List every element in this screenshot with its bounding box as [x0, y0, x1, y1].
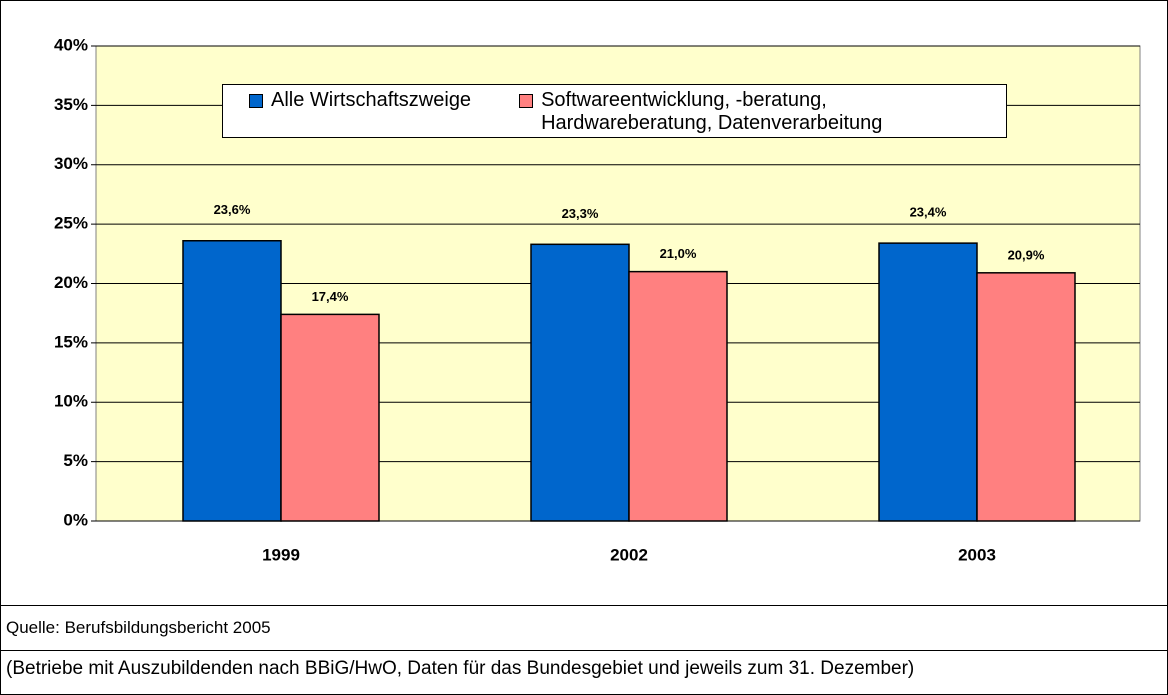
value-label: 20,9% — [1008, 247, 1045, 262]
y-tick-label: 35% — [54, 95, 88, 114]
y-tick-label: 25% — [54, 214, 88, 233]
bar — [182, 240, 282, 522]
y-tick-label: 15% — [54, 332, 88, 351]
x-tick-label: 1999 — [262, 545, 300, 564]
legend-item: Alle Wirtschaftszweige — [249, 89, 471, 137]
legend-swatch — [519, 94, 534, 108]
legend-swatch — [249, 94, 263, 108]
source: Quelle: Berufsbildungsbericht 2005 — [6, 618, 271, 637]
legend-label: Alle Wirtschaftszweige — [271, 89, 472, 111]
y-tick-label: 40% — [54, 35, 88, 54]
bar — [280, 313, 380, 522]
note: (Betriebe mit Auszubildenden nach BBiG/H… — [6, 658, 915, 679]
x-tick-label: 2003 — [958, 545, 996, 564]
legend: Alle Wirtschaftszweige Softwareentwicklun… — [222, 84, 1007, 138]
bar — [976, 272, 1076, 522]
y-tick-label: 0% — [63, 510, 88, 529]
y-tick-label: 30% — [54, 154, 88, 173]
y-tick-label: 10% — [54, 392, 88, 411]
y-tick-label: 5% — [63, 451, 88, 470]
bar — [628, 270, 728, 522]
legend-item: Softwareentwicklung, -beratung, Hardware… — [519, 89, 956, 137]
value-label: 23,3% — [562, 206, 599, 221]
value-label: 21,0% — [660, 246, 697, 261]
value-label: 17,4% — [312, 289, 349, 304]
y-tick-label: 20% — [54, 273, 88, 292]
value-label: 23,4% — [910, 205, 947, 220]
bar — [530, 243, 630, 522]
bar — [878, 242, 978, 522]
value-label: 23,6% — [214, 202, 251, 217]
legend-label: Softwareentwicklung, -beratung, Hardware… — [541, 89, 883, 134]
x-tick-label: 2002 — [610, 545, 648, 564]
